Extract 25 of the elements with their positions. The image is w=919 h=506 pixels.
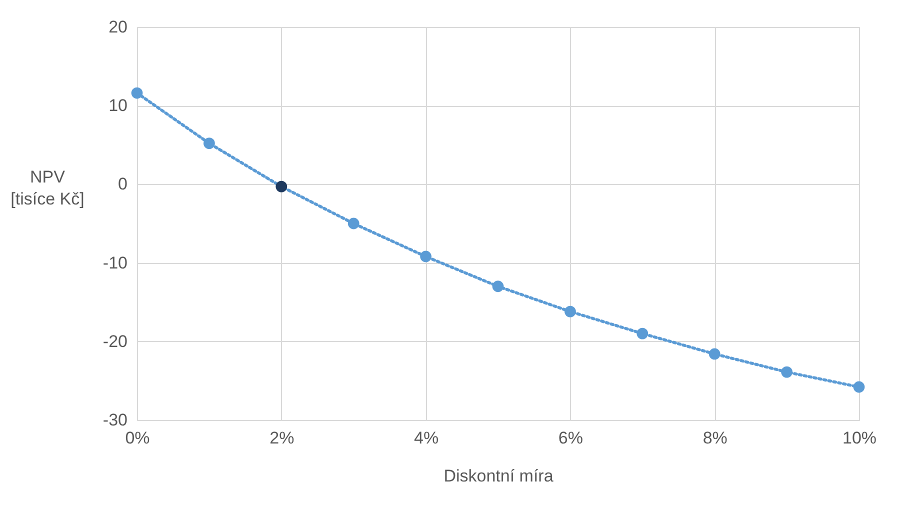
point	[131, 87, 143, 99]
x-axis-title: Diskontní míra	[444, 466, 554, 486]
y-tick-label: 10	[108, 96, 128, 116]
point	[853, 381, 865, 393]
y-tick-label: -30	[102, 410, 128, 430]
point	[564, 306, 576, 318]
x-tick-label: 2%	[270, 428, 294, 448]
y-tick-label: 0	[118, 174, 128, 194]
point	[276, 180, 288, 192]
point	[348, 218, 360, 230]
point	[420, 250, 432, 262]
point	[204, 138, 215, 150]
x-tick-label: 8%	[702, 428, 728, 448]
y-tick-label: -20	[102, 332, 128, 351]
point	[708, 348, 720, 360]
y-tick-label: 20	[108, 18, 128, 36]
y-tick-label: -10	[102, 253, 128, 272]
x-tick-label: 0%	[125, 428, 150, 448]
point	[636, 328, 648, 340]
x-tick-label: 6%	[558, 428, 583, 448]
point	[492, 280, 504, 292]
point	[781, 366, 792, 378]
x-tick-label: 4%	[414, 428, 439, 448]
y-axis-title: NPV [tisíce Kč]	[10, 168, 84, 208]
x-tick-label: 10%	[842, 428, 877, 448]
